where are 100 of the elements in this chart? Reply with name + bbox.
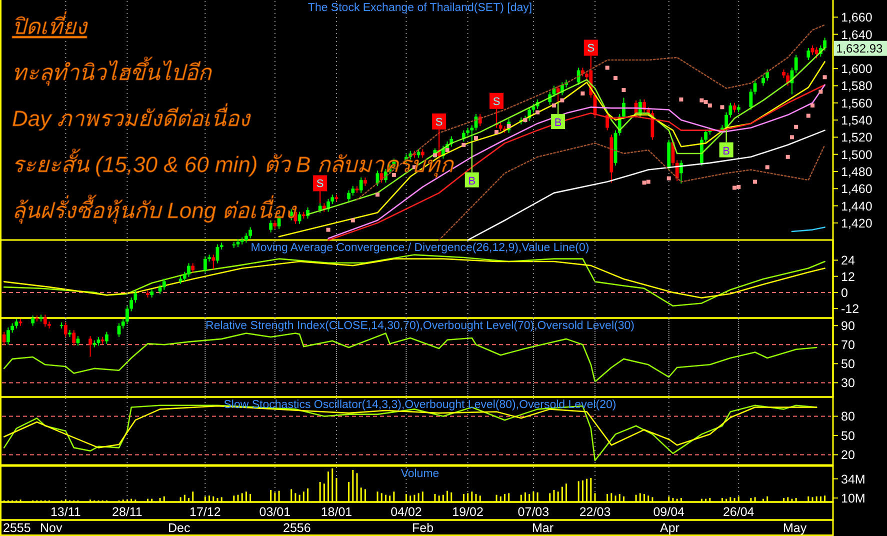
annotation: Day ภาพรวมยังดีต่อเนื่อง bbox=[12, 103, 252, 131]
annotation: B bbox=[722, 145, 730, 158]
point bbox=[753, 180, 758, 184]
point bbox=[700, 98, 704, 102]
candlestick bbox=[31, 315, 35, 326]
y-tick-label: 10M bbox=[841, 492, 866, 506]
line-series bbox=[467, 130, 826, 241]
point bbox=[822, 75, 827, 80]
x-tick-label: 07/03 bbox=[518, 505, 550, 519]
chart-title: The Stock Exchange of Thailand(SET) [day] bbox=[308, 2, 532, 14]
point bbox=[614, 76, 618, 80]
point bbox=[445, 148, 450, 152]
y-tick-label: 1,500 bbox=[841, 148, 872, 162]
y-tick-label: 1,540 bbox=[841, 114, 872, 128]
candlestick bbox=[576, 67, 580, 86]
y-tick-label: 12 bbox=[841, 270, 855, 284]
candlestick bbox=[814, 46, 818, 59]
x-tick-label: 17/12 bbox=[190, 505, 221, 519]
annotation: S bbox=[435, 116, 443, 128]
y-tick-label: 50 bbox=[841, 357, 855, 372]
x-tick-label: 28/11 bbox=[112, 505, 142, 519]
chart-title: Volume bbox=[400, 468, 440, 480]
candlestick bbox=[244, 232, 248, 244]
point bbox=[818, 90, 823, 94]
candlestick bbox=[104, 331, 108, 344]
point bbox=[790, 135, 794, 140]
candlestick bbox=[191, 262, 195, 274]
y-tick-label: -12 bbox=[841, 302, 860, 316]
candlestick bbox=[269, 220, 273, 233]
y-tick-label: 1,480 bbox=[841, 164, 872, 179]
y-tick-label: 1,580 bbox=[841, 79, 872, 94]
point bbox=[494, 130, 499, 134]
candlestick bbox=[642, 98, 646, 113]
annotation: S bbox=[587, 42, 595, 55]
candlestick bbox=[187, 262, 190, 278]
annotation: B bbox=[468, 175, 476, 188]
candlestick bbox=[6, 327, 10, 346]
point bbox=[580, 91, 585, 96]
y-tick-label: 34M bbox=[841, 472, 866, 486]
candlestick bbox=[43, 314, 47, 328]
point bbox=[786, 154, 790, 159]
y-tick-label: 70 bbox=[841, 338, 855, 352]
candlestick bbox=[10, 322, 14, 334]
point bbox=[642, 180, 646, 185]
x-tick-label: 18/01 bbox=[320, 505, 352, 519]
point bbox=[605, 66, 610, 70]
candlestick bbox=[823, 37, 826, 52]
candlestick bbox=[72, 330, 76, 346]
candlestick bbox=[14, 318, 18, 329]
candlestick bbox=[700, 136, 704, 166]
point bbox=[704, 100, 708, 104]
candlestick bbox=[794, 54, 798, 74]
candlestick bbox=[359, 176, 363, 194]
y-tick-label: 0 bbox=[841, 286, 848, 300]
point bbox=[765, 165, 770, 170]
candlestick bbox=[347, 190, 350, 202]
annotation: B bbox=[554, 117, 562, 130]
candlestick bbox=[64, 322, 68, 338]
x-tick-label: 09/04 bbox=[653, 505, 685, 519]
candlestick bbox=[704, 128, 708, 143]
candlestick bbox=[749, 88, 753, 110]
line-series bbox=[3, 332, 818, 382]
candlestick bbox=[212, 254, 216, 270]
point bbox=[376, 192, 380, 197]
y-tick-label: 1,640 bbox=[841, 28, 872, 42]
candlestick bbox=[810, 44, 814, 56]
annotation: ทะลุทำนิวไฮขึ้นไปอีก bbox=[12, 56, 213, 86]
point bbox=[622, 88, 626, 92]
point bbox=[552, 103, 556, 108]
x-tick-label: 22/03 bbox=[579, 505, 611, 519]
chart-title: Moving Average Convergence / Divergence(26,12,9),Value Line(0) bbox=[250, 242, 590, 254]
x-tick-label: 13/11 bbox=[50, 505, 81, 519]
y-tick-label: 1,600 bbox=[841, 62, 872, 76]
x-tick-label: 04/02 bbox=[390, 505, 422, 519]
candlestick bbox=[766, 68, 770, 82]
annotation: ลุ้นฝรั่งซื้อหุ้นกับ Long ต่อเนื่อง bbox=[12, 194, 298, 224]
point bbox=[560, 98, 564, 102]
text: May bbox=[783, 521, 808, 535]
y-tick-label: 1,660 bbox=[841, 10, 872, 25]
annotation: ปิดเที่ยง bbox=[12, 11, 89, 39]
text: Nov bbox=[40, 521, 63, 535]
text: Apr bbox=[660, 521, 680, 535]
text: 2555 bbox=[3, 521, 31, 535]
point bbox=[462, 142, 466, 147]
point bbox=[646, 180, 650, 184]
point bbox=[810, 103, 814, 108]
y-tick-label: 30 bbox=[841, 376, 855, 390]
candlestick bbox=[88, 336, 92, 358]
point bbox=[326, 228, 330, 232]
candlestick bbox=[762, 74, 765, 86]
point bbox=[679, 97, 684, 102]
text: 1,632.93 bbox=[836, 41, 884, 56]
point bbox=[506, 124, 511, 128]
candlestick bbox=[182, 271, 186, 282]
text: Dec bbox=[168, 521, 190, 535]
candlestick bbox=[126, 306, 129, 325]
text: 2556 bbox=[283, 521, 311, 535]
y-tick-label: 90 bbox=[841, 319, 855, 334]
point bbox=[720, 105, 724, 110]
annotation: S bbox=[316, 178, 324, 190]
